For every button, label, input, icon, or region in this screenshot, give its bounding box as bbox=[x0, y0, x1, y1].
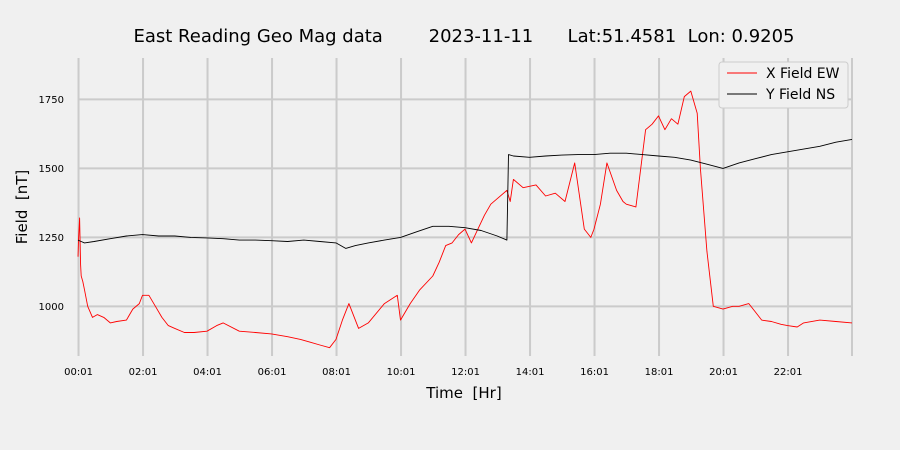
x-tick-label: 20:01 bbox=[709, 367, 738, 378]
x-tick-label: 04:01 bbox=[193, 367, 222, 378]
chart-title: East Reading Geo Mag data 2023-11-11 Lat… bbox=[133, 26, 794, 47]
x-tick-label: 10:01 bbox=[387, 367, 416, 378]
y-tick-label: 1250 bbox=[39, 233, 64, 244]
x-tick-label: 08:01 bbox=[322, 367, 351, 378]
y-axis-label: Field [nT] bbox=[13, 170, 31, 245]
x-tick-label: 00:01 bbox=[64, 367, 93, 378]
x-tick-label: 02:01 bbox=[129, 367, 158, 378]
series-line-x-field-ew bbox=[77, 90, 853, 349]
y-axis-ticks: 1000 1250 1500 1750 bbox=[39, 95, 64, 313]
x-tick-label: 18:01 bbox=[645, 367, 674, 378]
x-axis-ticks: 00:01 02:01 04:01 06:01 08:01 10:01 12:01 14:01… bbox=[64, 367, 802, 378]
x-axis-label: Time [Hr] bbox=[425, 384, 501, 402]
legend: X Field EW Y Field NS bbox=[718, 61, 849, 109]
x-tick-label: 16:01 bbox=[580, 367, 609, 378]
y-tick-label: 1750 bbox=[39, 95, 64, 106]
x-tick-label: 14:01 bbox=[516, 367, 545, 378]
y-tick-label: 1000 bbox=[39, 302, 64, 313]
series-line-y-field-ns bbox=[77, 138, 853, 249]
x-tick-label: 12:01 bbox=[451, 367, 480, 378]
series-lines bbox=[77, 90, 853, 349]
y-tick-label: 1500 bbox=[39, 164, 64, 175]
grid-lines bbox=[77, 58, 853, 356]
legend-label-x-field: X Field EW bbox=[766, 66, 840, 82]
x-tick-label: 06:01 bbox=[258, 367, 287, 378]
legend-label-y-field: Y Field NS bbox=[765, 87, 835, 103]
x-tick-label: 22:01 bbox=[774, 367, 803, 378]
